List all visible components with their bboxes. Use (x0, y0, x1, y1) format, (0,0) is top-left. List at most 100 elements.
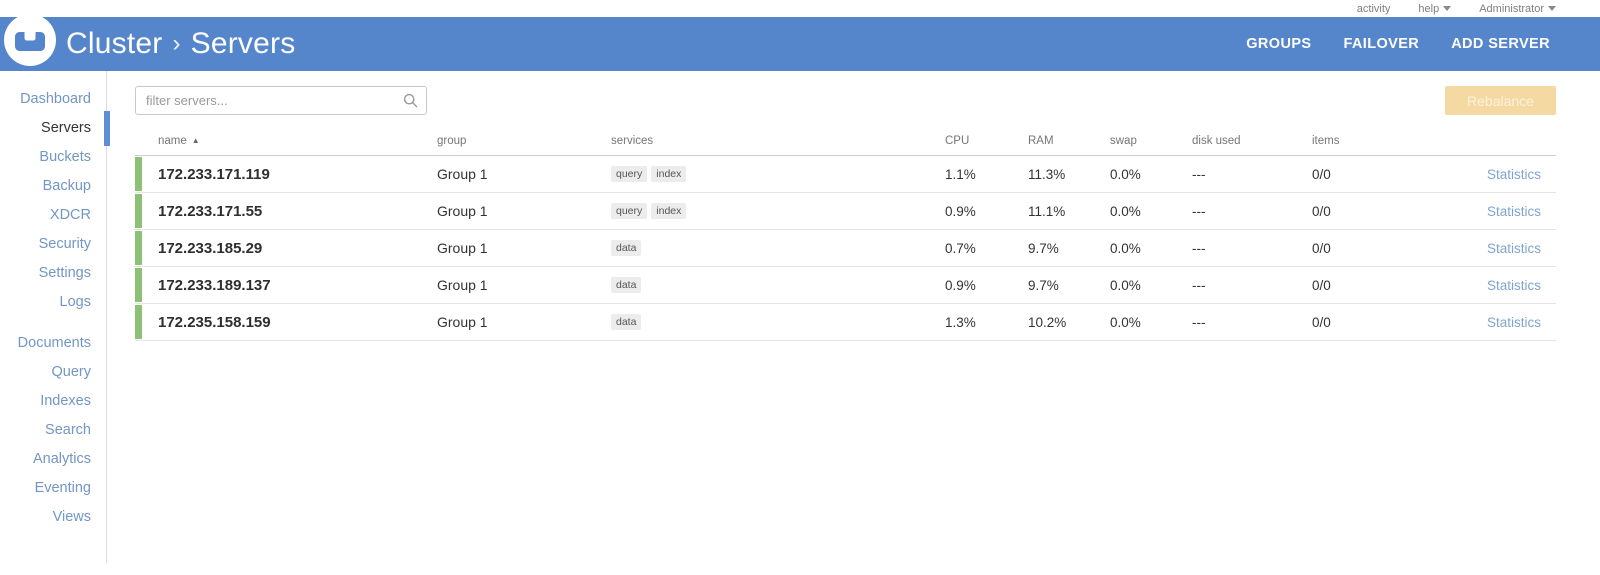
server-items: 0/0 (1312, 240, 1331, 256)
statistics-link[interactable]: Statistics (1486, 278, 1541, 293)
server-swap: 0.0% (1110, 203, 1141, 219)
sidebar-item-servers[interactable]: Servers (0, 111, 110, 146)
column-header-services[interactable]: services (611, 134, 654, 147)
server-ram: 10.2% (1028, 314, 1067, 330)
server-table-header: name ▲ group services CPU RAM swap disk … (135, 126, 1556, 156)
server-disk-used: --- (1192, 166, 1206, 182)
server-swap: 0.0% (1110, 314, 1141, 330)
sidebar-item-dashboard[interactable]: Dashboard (20, 91, 91, 107)
servers-toolbar: Rebalance (135, 86, 1556, 115)
column-label-name: name (158, 134, 187, 147)
sidebar-item-indexes[interactable]: Indexes (40, 393, 91, 409)
server-ram: 11.1% (1028, 203, 1066, 219)
service-badge: index (651, 202, 687, 220)
table-row: 172.233.185.29 Group 1 data 0.7% 9.7% 0.0% ---… (135, 230, 1556, 267)
main-panel: Rebalance name ▲ group services CPU RAM … (107, 71, 1600, 575)
server-cpu: 0.7% (945, 240, 976, 256)
column-header-group[interactable]: group (437, 134, 467, 147)
chevron-down-icon (1548, 6, 1556, 11)
search-icon (403, 93, 418, 108)
page-title: Servers (190, 27, 296, 60)
breadcrumb: Cluster › Servers (66, 27, 295, 61)
statistics-link[interactable]: Statistics (1486, 204, 1541, 219)
server-swap: 0.0% (1110, 240, 1141, 256)
sidebar-item-security[interactable]: Security (38, 236, 91, 252)
service-badge: query (611, 202, 648, 220)
service-badge: data (611, 239, 642, 257)
service-badge: data (611, 276, 642, 294)
activity-link[interactable]: activity (1357, 3, 1391, 15)
statistics-link[interactable]: Statistics (1486, 241, 1541, 256)
server-name: 172.233.171.119 (158, 165, 270, 183)
server-health-bar (135, 230, 158, 266)
header-action-add-server[interactable]: ADD SERVER (1451, 36, 1550, 52)
statistics-link[interactable]: Statistics (1486, 167, 1541, 182)
rebalance-button[interactable]: Rebalance (1445, 86, 1556, 115)
service-badge: index (651, 165, 687, 183)
server-ram: 9.7% (1028, 277, 1059, 293)
sidebar-item-xdcr[interactable]: XDCR (49, 207, 91, 223)
table-row: 172.233.171.55 Group 1 query index 0.9% 11.1%… (135, 193, 1556, 230)
activity-label: activity (1356, 2, 1391, 15)
sidebar-item-analytics[interactable]: Analytics (32, 451, 91, 467)
sidebar-item-buckets[interactable]: Buckets (39, 149, 91, 165)
app-header: Cluster › Servers GROUPS FAILOVER ADD SERV… (0, 14, 1600, 71)
server-health-bar (135, 304, 158, 340)
sidebar-item-search[interactable]: Search (45, 422, 91, 438)
column-header-ram[interactable]: RAM (1028, 134, 1054, 147)
server-cpu: 0.9% (945, 203, 976, 219)
server-table-body: 172.233.171.119 Group 1 query index 1.1% 11.3… (135, 156, 1556, 341)
column-header-swap[interactable]: swap (1110, 134, 1137, 147)
sidebar-item-settings[interactable]: Settings (38, 265, 91, 281)
sidebar-item-backup[interactable]: Backup (42, 178, 91, 194)
sort-ascending-icon: ▲ (191, 136, 200, 145)
server-disk-used: --- (1192, 203, 1206, 219)
user-menu[interactable]: Administrator (1479, 3, 1556, 15)
server-name: 172.233.189.137 (158, 276, 271, 294)
header-actions: GROUPS FAILOVER ADD SERVER (1246, 36, 1550, 52)
couchbase-logo-icon (4, 14, 56, 66)
help-label: help (1418, 2, 1440, 15)
server-ram: 11.3% (1028, 166, 1066, 182)
breadcrumb-separator: › (172, 30, 181, 57)
server-disk-used: --- (1192, 240, 1206, 256)
server-services: query index (611, 202, 945, 220)
service-badge: data (611, 313, 642, 331)
server-ram: 9.7% (1028, 240, 1059, 256)
server-health-bar (135, 267, 158, 303)
column-header-items[interactable]: items (1312, 134, 1340, 147)
service-badge: query (611, 165, 648, 183)
sidebar-item-logs[interactable]: Logs (59, 294, 91, 310)
column-header-cpu[interactable]: CPU (945, 134, 970, 147)
sidebar-item-documents[interactable]: Documents (17, 335, 91, 351)
header-action-failover[interactable]: FAILOVER (1343, 36, 1420, 52)
server-items: 0/0 (1312, 277, 1331, 293)
sidebar-item-eventing[interactable]: Eventing (34, 480, 91, 496)
sidebar-group-2: Documents Query Indexes Search Analytics Even… (0, 329, 106, 532)
server-items: 0/0 (1312, 314, 1331, 330)
filter-servers-input[interactable] (135, 86, 427, 115)
server-services: data (611, 276, 945, 294)
server-name: 172.235.158.159 (158, 313, 271, 331)
column-header-name[interactable]: name ▲ (158, 135, 437, 147)
server-services: data (611, 239, 945, 257)
table-row: 172.235.158.159 Group 1 data 1.3% 10.2% 0.0% -… (135, 304, 1556, 341)
column-header-disk-used[interactable]: disk used (1192, 134, 1241, 147)
header-action-groups[interactable]: GROUPS (1246, 36, 1312, 52)
sidebar-item-views[interactable]: Views (52, 509, 91, 525)
sidebar-item-query[interactable]: Query (51, 364, 92, 380)
server-group: Group 1 (437, 166, 488, 182)
utility-bar: activity help Administrator (0, 0, 1600, 17)
help-menu[interactable]: help (1418, 2, 1452, 15)
server-group: Group 1 (437, 314, 488, 330)
sidebar: Dashboard Servers Buckets Backup XDCR Securit… (0, 71, 110, 563)
breadcrumb-cluster: Cluster (66, 27, 163, 60)
server-cpu: 1.1% (945, 166, 976, 182)
server-name: 172.233.171.55 (158, 202, 263, 220)
server-group: Group 1 (437, 240, 488, 256)
server-disk-used: --- (1192, 314, 1206, 330)
table-row: 172.233.171.119 Group 1 query index 1.1% 11.3… (135, 156, 1556, 193)
server-items: 0/0 (1312, 203, 1331, 219)
server-items: 0/0 (1312, 166, 1331, 182)
statistics-link[interactable]: Statistics (1486, 315, 1541, 330)
